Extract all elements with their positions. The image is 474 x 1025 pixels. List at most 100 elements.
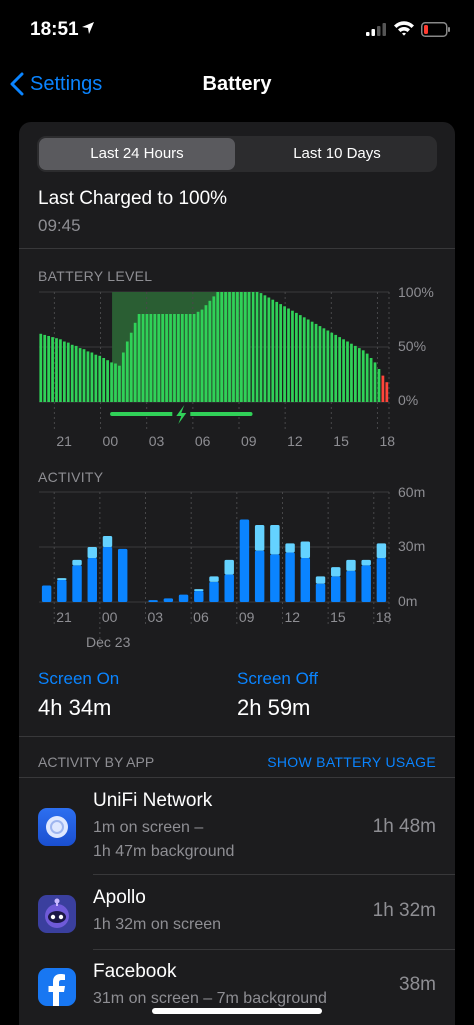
activity-x-tick: 03 bbox=[148, 609, 164, 625]
activity-screen-on-bar bbox=[163, 598, 174, 602]
app-usage-detail: 1h 47m background bbox=[93, 843, 235, 860]
wifi-icon bbox=[393, 20, 415, 41]
app-usage-detail: 31m on screen – 7m background bbox=[93, 990, 327, 1007]
battery-level-bar bbox=[204, 305, 208, 402]
activity-screen-on-bar bbox=[270, 554, 280, 602]
battery-level-bar bbox=[322, 328, 326, 402]
battery-level-bar bbox=[149, 314, 153, 402]
last-charged-label: Last Charged to 100% bbox=[38, 188, 228, 209]
battery-level-bar bbox=[161, 314, 165, 402]
activity-screen-off-bar bbox=[331, 567, 341, 577]
app-usage-detail: 1m on screen – bbox=[93, 819, 204, 836]
activity-screen-off-bar bbox=[72, 559, 82, 566]
app-row-unifi-network[interactable]: UniFi Network 1m on screen – 1h 47m back… bbox=[19, 778, 455, 860]
status-time: 18:51 bbox=[30, 19, 79, 40]
battery-level-bar bbox=[133, 322, 137, 402]
battery-level-bar bbox=[369, 358, 373, 402]
divider bbox=[93, 949, 455, 950]
activity-screen-off-bar bbox=[346, 559, 356, 571]
activity-screen-off-bar bbox=[376, 543, 387, 558]
battery-level-bar bbox=[377, 369, 381, 402]
activity-screen-off-bar bbox=[57, 578, 67, 580]
battery-x-tick: 03 bbox=[149, 433, 165, 449]
battery-level-bar bbox=[267, 297, 271, 402]
segment-last-10-days[interactable]: Last 10 Days bbox=[293, 145, 381, 162]
battery-level-bar bbox=[275, 301, 279, 402]
battery-level-bar bbox=[314, 323, 318, 402]
charging-bolt-icon bbox=[176, 405, 187, 424]
time-range-segmented-control: Last 24 Hours Last 10 Days bbox=[37, 136, 437, 172]
app-row-facebook[interactable]: Facebook 31m on screen – 7m background 3… bbox=[19, 950, 455, 1024]
last-charged-time: 09:45 bbox=[38, 216, 81, 235]
battery-level-bar bbox=[212, 296, 216, 402]
activity-x-tick: 18 bbox=[376, 609, 392, 625]
battery-level-bar bbox=[165, 314, 168, 402]
back-button[interactable]: Settings bbox=[10, 72, 102, 96]
battery-level-bar bbox=[259, 293, 263, 402]
battery-level-bar bbox=[295, 312, 298, 402]
app-duration: 1h 48m bbox=[372, 816, 436, 837]
show-battery-usage-button[interactable]: SHOW BATTERY USAGE bbox=[267, 754, 436, 770]
activity-screen-off-bar bbox=[254, 525, 265, 551]
activity-screen-on-bar bbox=[300, 558, 311, 602]
battery-level-bar bbox=[102, 358, 106, 402]
activity-x-tick: 21 bbox=[56, 609, 72, 625]
activity-screen-on-bar bbox=[209, 581, 219, 602]
battery-x-tick: 06 bbox=[195, 433, 211, 449]
activity-screen-on-bar bbox=[315, 583, 326, 602]
unifi-network-app-icon bbox=[38, 808, 76, 846]
battery-level-chart: 100% 50% 0% 21 00 03 06 09 12 15 18 bbox=[39, 284, 434, 449]
battery-level-bar bbox=[94, 354, 98, 402]
battery-level-bar bbox=[236, 292, 239, 402]
facebook-app-icon bbox=[38, 968, 76, 1006]
activity-y-tick: 0m bbox=[398, 593, 417, 609]
activity-screen-off-bar bbox=[300, 541, 311, 558]
battery-level-bar bbox=[78, 348, 82, 402]
battery-level-bar bbox=[318, 326, 322, 402]
activity-x-tick: 00 bbox=[102, 609, 118, 625]
app-duration: 1h 32m bbox=[372, 900, 436, 921]
battery-level-bar bbox=[62, 341, 66, 402]
battery-level-bar bbox=[59, 339, 62, 402]
chevron-left-icon bbox=[10, 72, 24, 96]
battery-x-tick: 15 bbox=[333, 433, 349, 449]
battery-level-bar bbox=[70, 344, 74, 402]
page-title: Battery bbox=[202, 73, 272, 95]
battery-level-bar bbox=[118, 365, 121, 402]
activity-label: ACTIVITY bbox=[38, 469, 104, 485]
battery-level-bar bbox=[346, 341, 349, 402]
activity-screen-on-bar bbox=[331, 576, 341, 602]
battery-level-bar bbox=[74, 345, 78, 402]
battery-level-bar bbox=[279, 304, 283, 402]
battery-level-bar bbox=[354, 345, 357, 402]
battery-level-bar bbox=[114, 363, 117, 402]
battery-level-bar bbox=[90, 352, 94, 402]
cellular-signal-icon bbox=[366, 22, 388, 41]
battery-level-bar bbox=[224, 292, 227, 402]
battery-level-bar bbox=[110, 362, 113, 402]
back-button-label: Settings bbox=[30, 72, 103, 95]
app-name: UniFi Network bbox=[93, 790, 213, 811]
activity-screen-off-bar bbox=[315, 576, 326, 584]
activity-screen-on-bar bbox=[102, 547, 113, 602]
activity-screen-on-bar bbox=[87, 558, 97, 602]
activity-x-tick: 09 bbox=[239, 609, 255, 625]
battery-level-bar bbox=[385, 382, 389, 402]
divider bbox=[19, 736, 455, 737]
segment-last-24-hours[interactable]: Last 24 Hours bbox=[39, 138, 235, 170]
activity-date-label: Dec 23 bbox=[86, 634, 131, 650]
battery-level-bar bbox=[373, 362, 377, 402]
activity-y-tick: 30m bbox=[398, 538, 425, 554]
battery-level-bar bbox=[287, 308, 290, 402]
battery-x-tick: 00 bbox=[103, 433, 119, 449]
activity-chart: 60m 30m 0m 21 00 03 06 09 12 15 18 Dec 23 bbox=[39, 484, 425, 650]
battery-level-bar bbox=[196, 311, 200, 402]
activity-screen-on-bar bbox=[41, 585, 52, 602]
battery-level-bar bbox=[47, 336, 50, 402]
app-row-apollo[interactable]: Apollo 1h 32m on screen 1h 32m bbox=[19, 875, 455, 949]
battery-level-bar bbox=[283, 306, 286, 402]
battery-level-bar bbox=[180, 314, 184, 402]
battery-x-tick: 21 bbox=[56, 433, 72, 449]
activity-screen-on-bar bbox=[285, 552, 295, 602]
battery-level-bar bbox=[169, 314, 172, 402]
